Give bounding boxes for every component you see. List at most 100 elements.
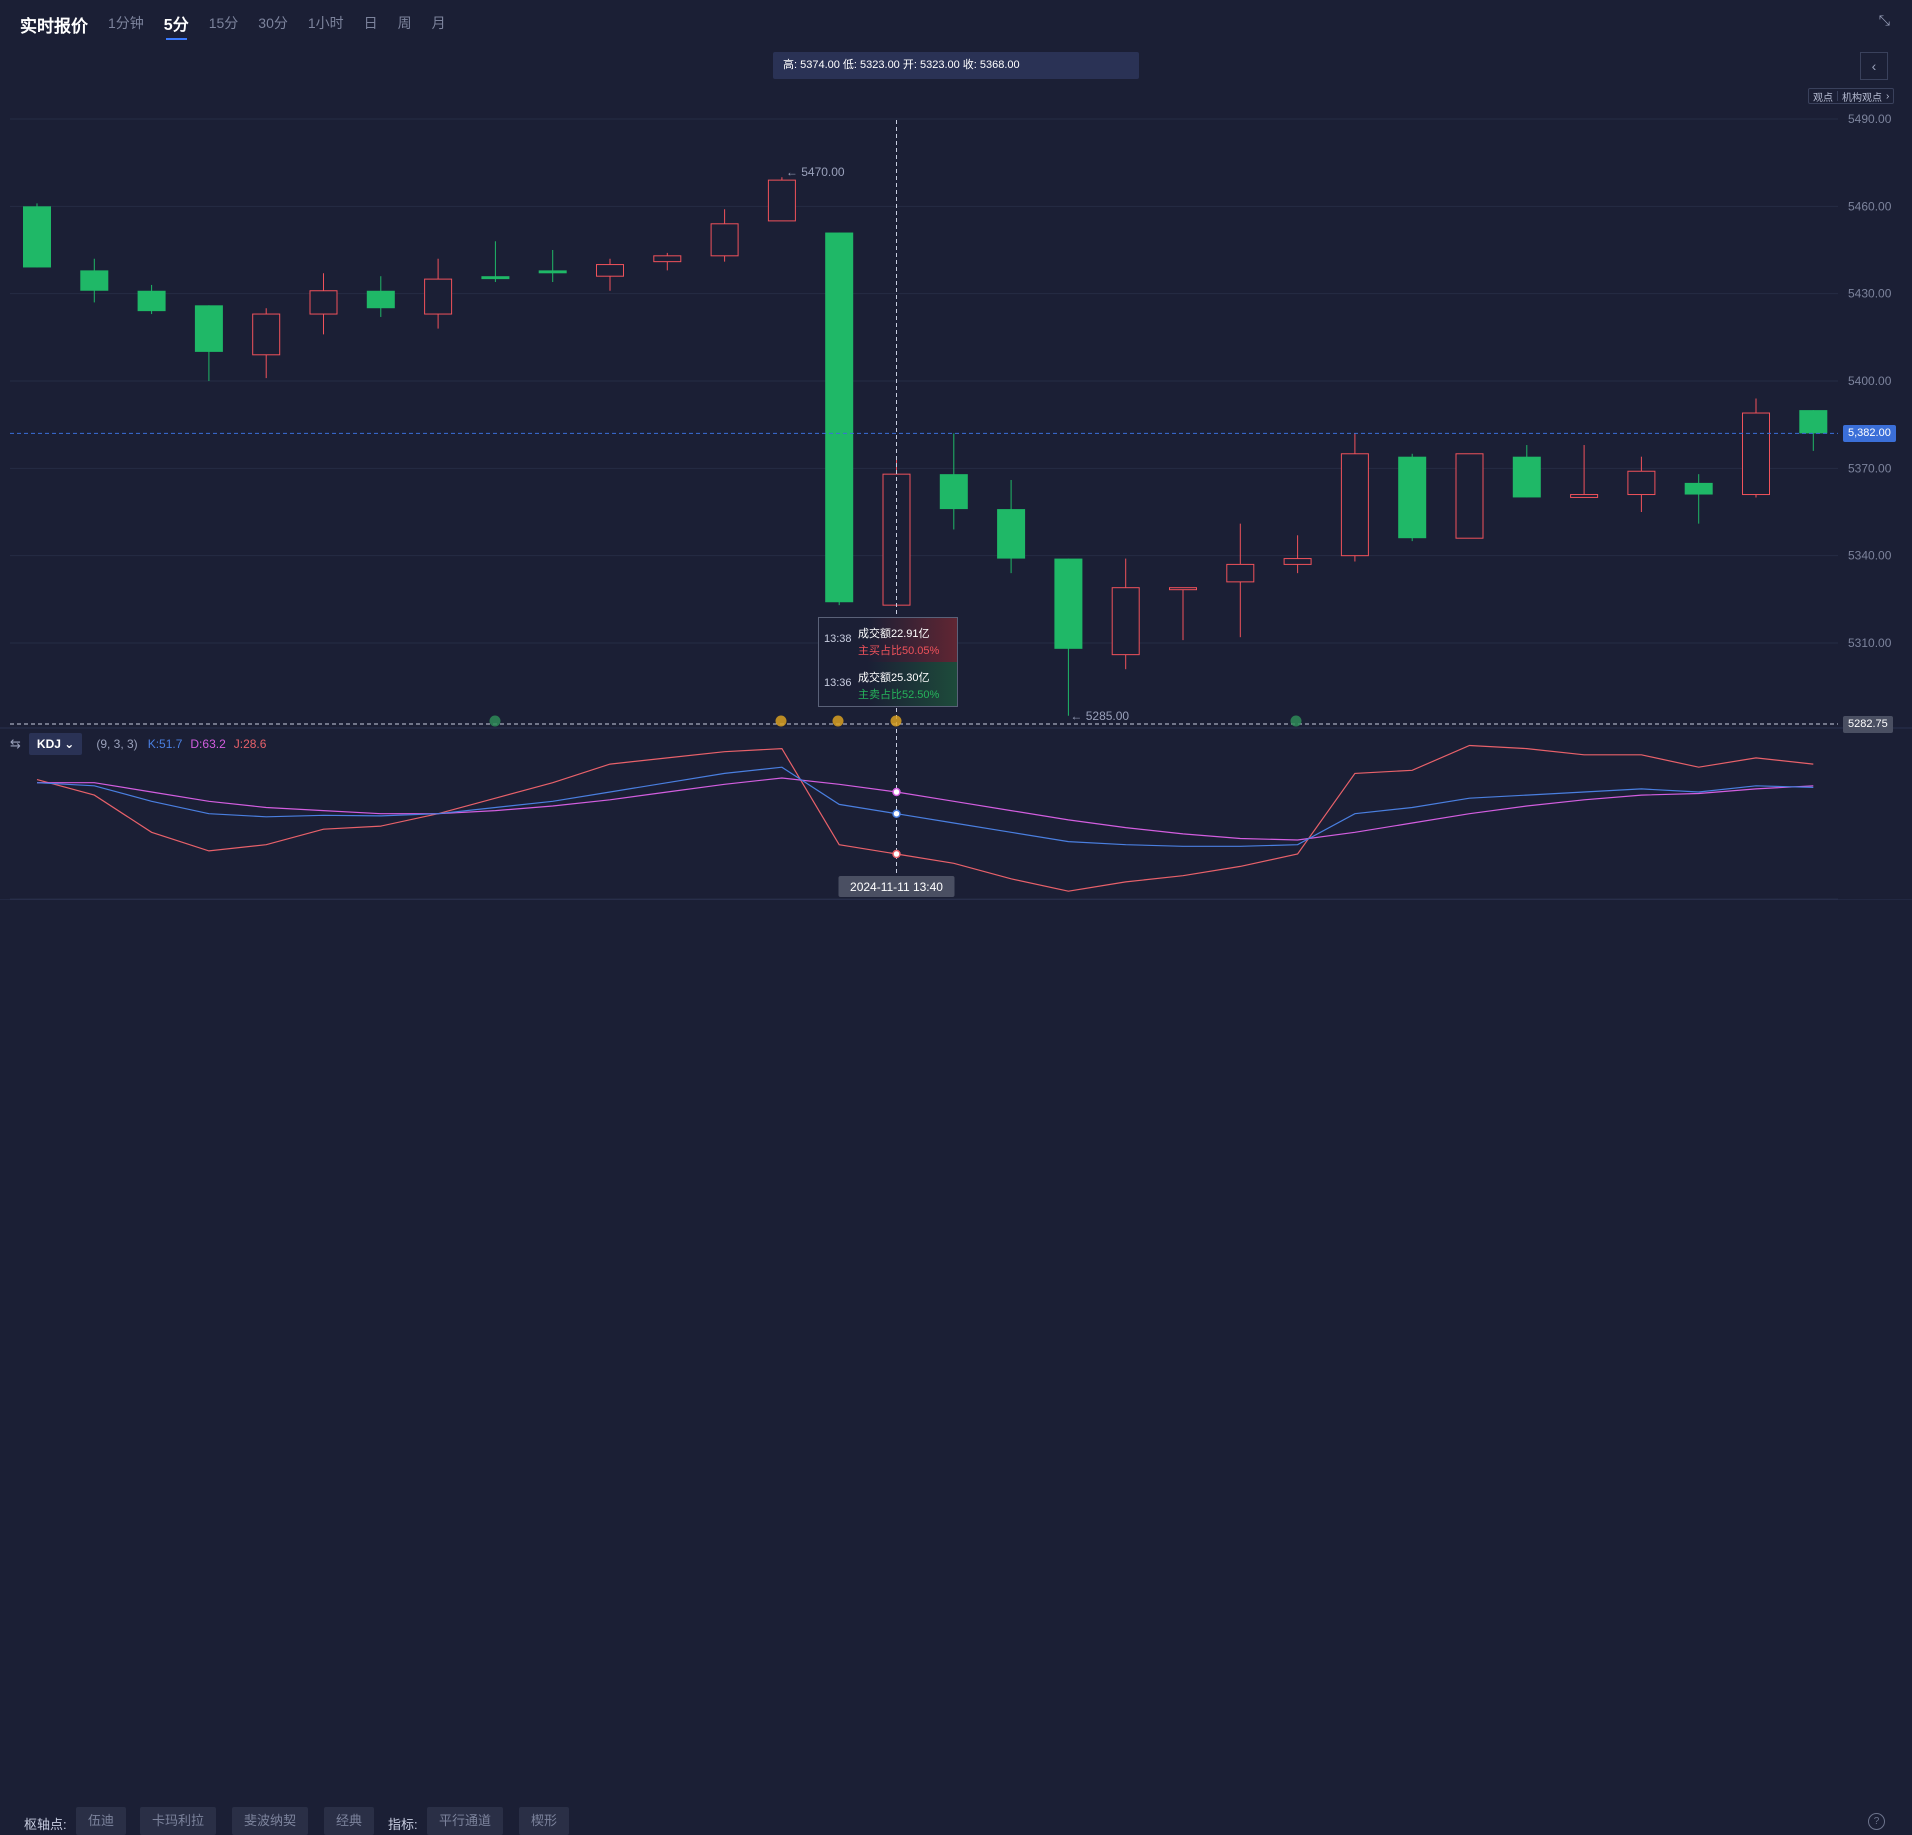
candle-body xyxy=(825,232,854,603)
pivot-classic-button[interactable]: 经典 xyxy=(324,1807,375,1835)
kdj-k-value: K:51.7 xyxy=(147,737,183,751)
tab-1min[interactable]: 1分钟 xyxy=(108,15,144,31)
volume-tooltip: 13:38 成交额22.91亿 主买占比50.05% 13:36 成交额25.3… xyxy=(818,617,958,707)
pivot-woodie-button[interactable]: 伍迪 xyxy=(76,1807,127,1835)
kdj-crosshair-dot xyxy=(892,787,901,797)
view-badge-right: 机构观点 xyxy=(1842,92,1882,104)
indicator-select-label: KDJ xyxy=(36,737,61,751)
candle-body xyxy=(309,290,338,315)
candle-body xyxy=(1684,482,1713,495)
chevron-left-icon[interactable]: ‹ xyxy=(1860,52,1888,80)
candle-body xyxy=(1169,587,1197,591)
kdj-d-line xyxy=(37,777,1814,841)
indicator-select[interactable]: KDJ ⌄ xyxy=(28,733,83,755)
wedge-button[interactable]: 楔形 xyxy=(519,1807,570,1835)
bottom-toolbar: 枢轴点: 伍迪 卡玛利拉 斐波纳契 经典 指标: 平行通道 楔形 ? xyxy=(0,900,1912,1835)
view-badge-divider xyxy=(1837,91,1838,101)
candle-body xyxy=(1570,494,1599,498)
tab-month[interactable]: 月 xyxy=(431,15,446,31)
chevron-down-icon: ⌄ xyxy=(64,737,75,751)
kdj-params: (9, 3, 3) xyxy=(96,737,138,751)
high-annotation: ← 5470.00 xyxy=(786,165,845,179)
candle-body xyxy=(653,255,682,263)
crosshair-time-badge xyxy=(838,876,955,897)
event-marker xyxy=(489,715,501,727)
settings-icon[interactable]: ⇆ xyxy=(10,736,21,751)
tab-30min[interactable]: 30分 xyxy=(258,15,288,31)
candle-body xyxy=(366,290,395,309)
candle-body xyxy=(1340,453,1369,557)
price-axis-label: 5400.00 xyxy=(1848,374,1892,388)
candle-body xyxy=(1799,410,1828,434)
tab-1hour[interactable]: 1小时 xyxy=(307,15,344,31)
kdj-indicator-bar: ⇆ KDJ ⌄ (9, 3, 3) K:51.7 D:63.2 J:28.6 xyxy=(10,733,266,755)
candle-body xyxy=(424,278,453,315)
indicator-label: 指标: xyxy=(388,1817,418,1832)
top-bar: 实时报价 1分钟 5分 15分 30分 1小时 日 周 月 ⤡ xyxy=(0,0,1912,44)
tooltip-amount: 成交额22.91亿 xyxy=(858,628,930,640)
tooltip-row: 13:36 成交额25.30亿 主卖占比52.50% xyxy=(819,662,957,706)
candle-body xyxy=(1226,563,1255,583)
candle-body xyxy=(23,206,51,268)
tooltip-amount: 成交额25.30亿 xyxy=(858,672,930,684)
candle-body xyxy=(596,264,624,277)
collapse-icon[interactable]: ⤡ xyxy=(1878,12,1890,28)
candle-body xyxy=(710,223,739,257)
interval-tabs: 1分钟 5分 15分 30分 1小时 日 周 月 xyxy=(108,11,466,40)
low-annotation: ← 5285.00 xyxy=(1070,709,1129,723)
candle-body xyxy=(481,276,510,280)
tooltip-time: 13:38 xyxy=(824,633,852,645)
event-marker xyxy=(775,715,787,727)
current-price-badge: 5,382.00 xyxy=(1843,424,1896,442)
candle-body xyxy=(1512,456,1541,498)
institution-view-badge[interactable]: 观点 机构观点 › xyxy=(1808,88,1895,104)
price-axis-label: 5310.00 xyxy=(1848,636,1892,650)
candle-body xyxy=(1054,558,1083,649)
pivot-fibonacci-button[interactable]: 斐波纳契 xyxy=(232,1807,309,1835)
candle-body xyxy=(1742,412,1770,496)
crosshair-price-badge: 5282.75 xyxy=(1843,715,1893,733)
candle-body xyxy=(137,290,166,312)
kdj-d-value: D:63.2 xyxy=(190,737,226,751)
candle-body xyxy=(1111,587,1140,656)
price-axis-label: 5430.00 xyxy=(1848,287,1892,301)
event-marker xyxy=(832,715,844,727)
tab-day[interactable]: 日 xyxy=(363,15,378,31)
pivot-camarilla-button[interactable]: 卡玛利拉 xyxy=(140,1807,217,1835)
pivot-label: 枢轴点: xyxy=(24,1817,67,1832)
tooltip-ratio: 主卖占比52.50% xyxy=(858,689,940,701)
kdj-crosshair-dot xyxy=(892,849,901,859)
candle-body xyxy=(194,305,223,352)
candle-body xyxy=(997,509,1026,559)
help-icon[interactable]: ? xyxy=(1868,1813,1885,1830)
tooltip-ratio: 主买占比50.05% xyxy=(858,645,940,657)
kdj-j-line xyxy=(36,744,1814,892)
event-marker xyxy=(1290,715,1302,727)
tab-15min[interactable]: 15分 xyxy=(208,15,239,31)
price-axis-label: 5460.00 xyxy=(1848,199,1892,213)
kdj-k-line xyxy=(36,766,1814,847)
price-axis-label: 5490.00 xyxy=(1848,112,1892,126)
view-badge-left: 观点 xyxy=(1813,92,1833,104)
chevron-right-icon: › xyxy=(1886,90,1890,102)
price-axis-label: 5340.00 xyxy=(1848,549,1892,563)
candle-body xyxy=(252,313,281,356)
candle-body xyxy=(1283,558,1312,565)
page-title: 实时报价 xyxy=(20,17,88,36)
ohlc-info: 高: 5374.00 低: 5323.00 开: 5323.00 收: 5368… xyxy=(773,52,1139,79)
price-axis-label: 5370.00 xyxy=(1848,461,1892,475)
tab-week[interactable]: 周 xyxy=(397,15,412,31)
candle-body xyxy=(1398,456,1427,539)
candle-body xyxy=(767,179,796,222)
kdj-j-value: J:28.6 xyxy=(233,737,267,751)
candle-body xyxy=(1455,453,1484,539)
event-marker xyxy=(890,715,902,727)
tab-5min[interactable]: 5分 xyxy=(164,11,189,40)
crosshair-time-label: 2024-11-11 13:40 xyxy=(850,880,943,894)
candle-body xyxy=(1627,470,1656,496)
candlestick-chart[interactable]: 5490.00 5460.00 5430.00 5400.00 5370.00 5340.… xyxy=(0,0,1912,900)
parallel-channel-button[interactable]: 平行通道 xyxy=(427,1807,504,1835)
candle-body xyxy=(80,270,109,291)
tooltip-time: 13:36 xyxy=(824,677,852,689)
kdj-crosshair-dot xyxy=(892,809,901,818)
